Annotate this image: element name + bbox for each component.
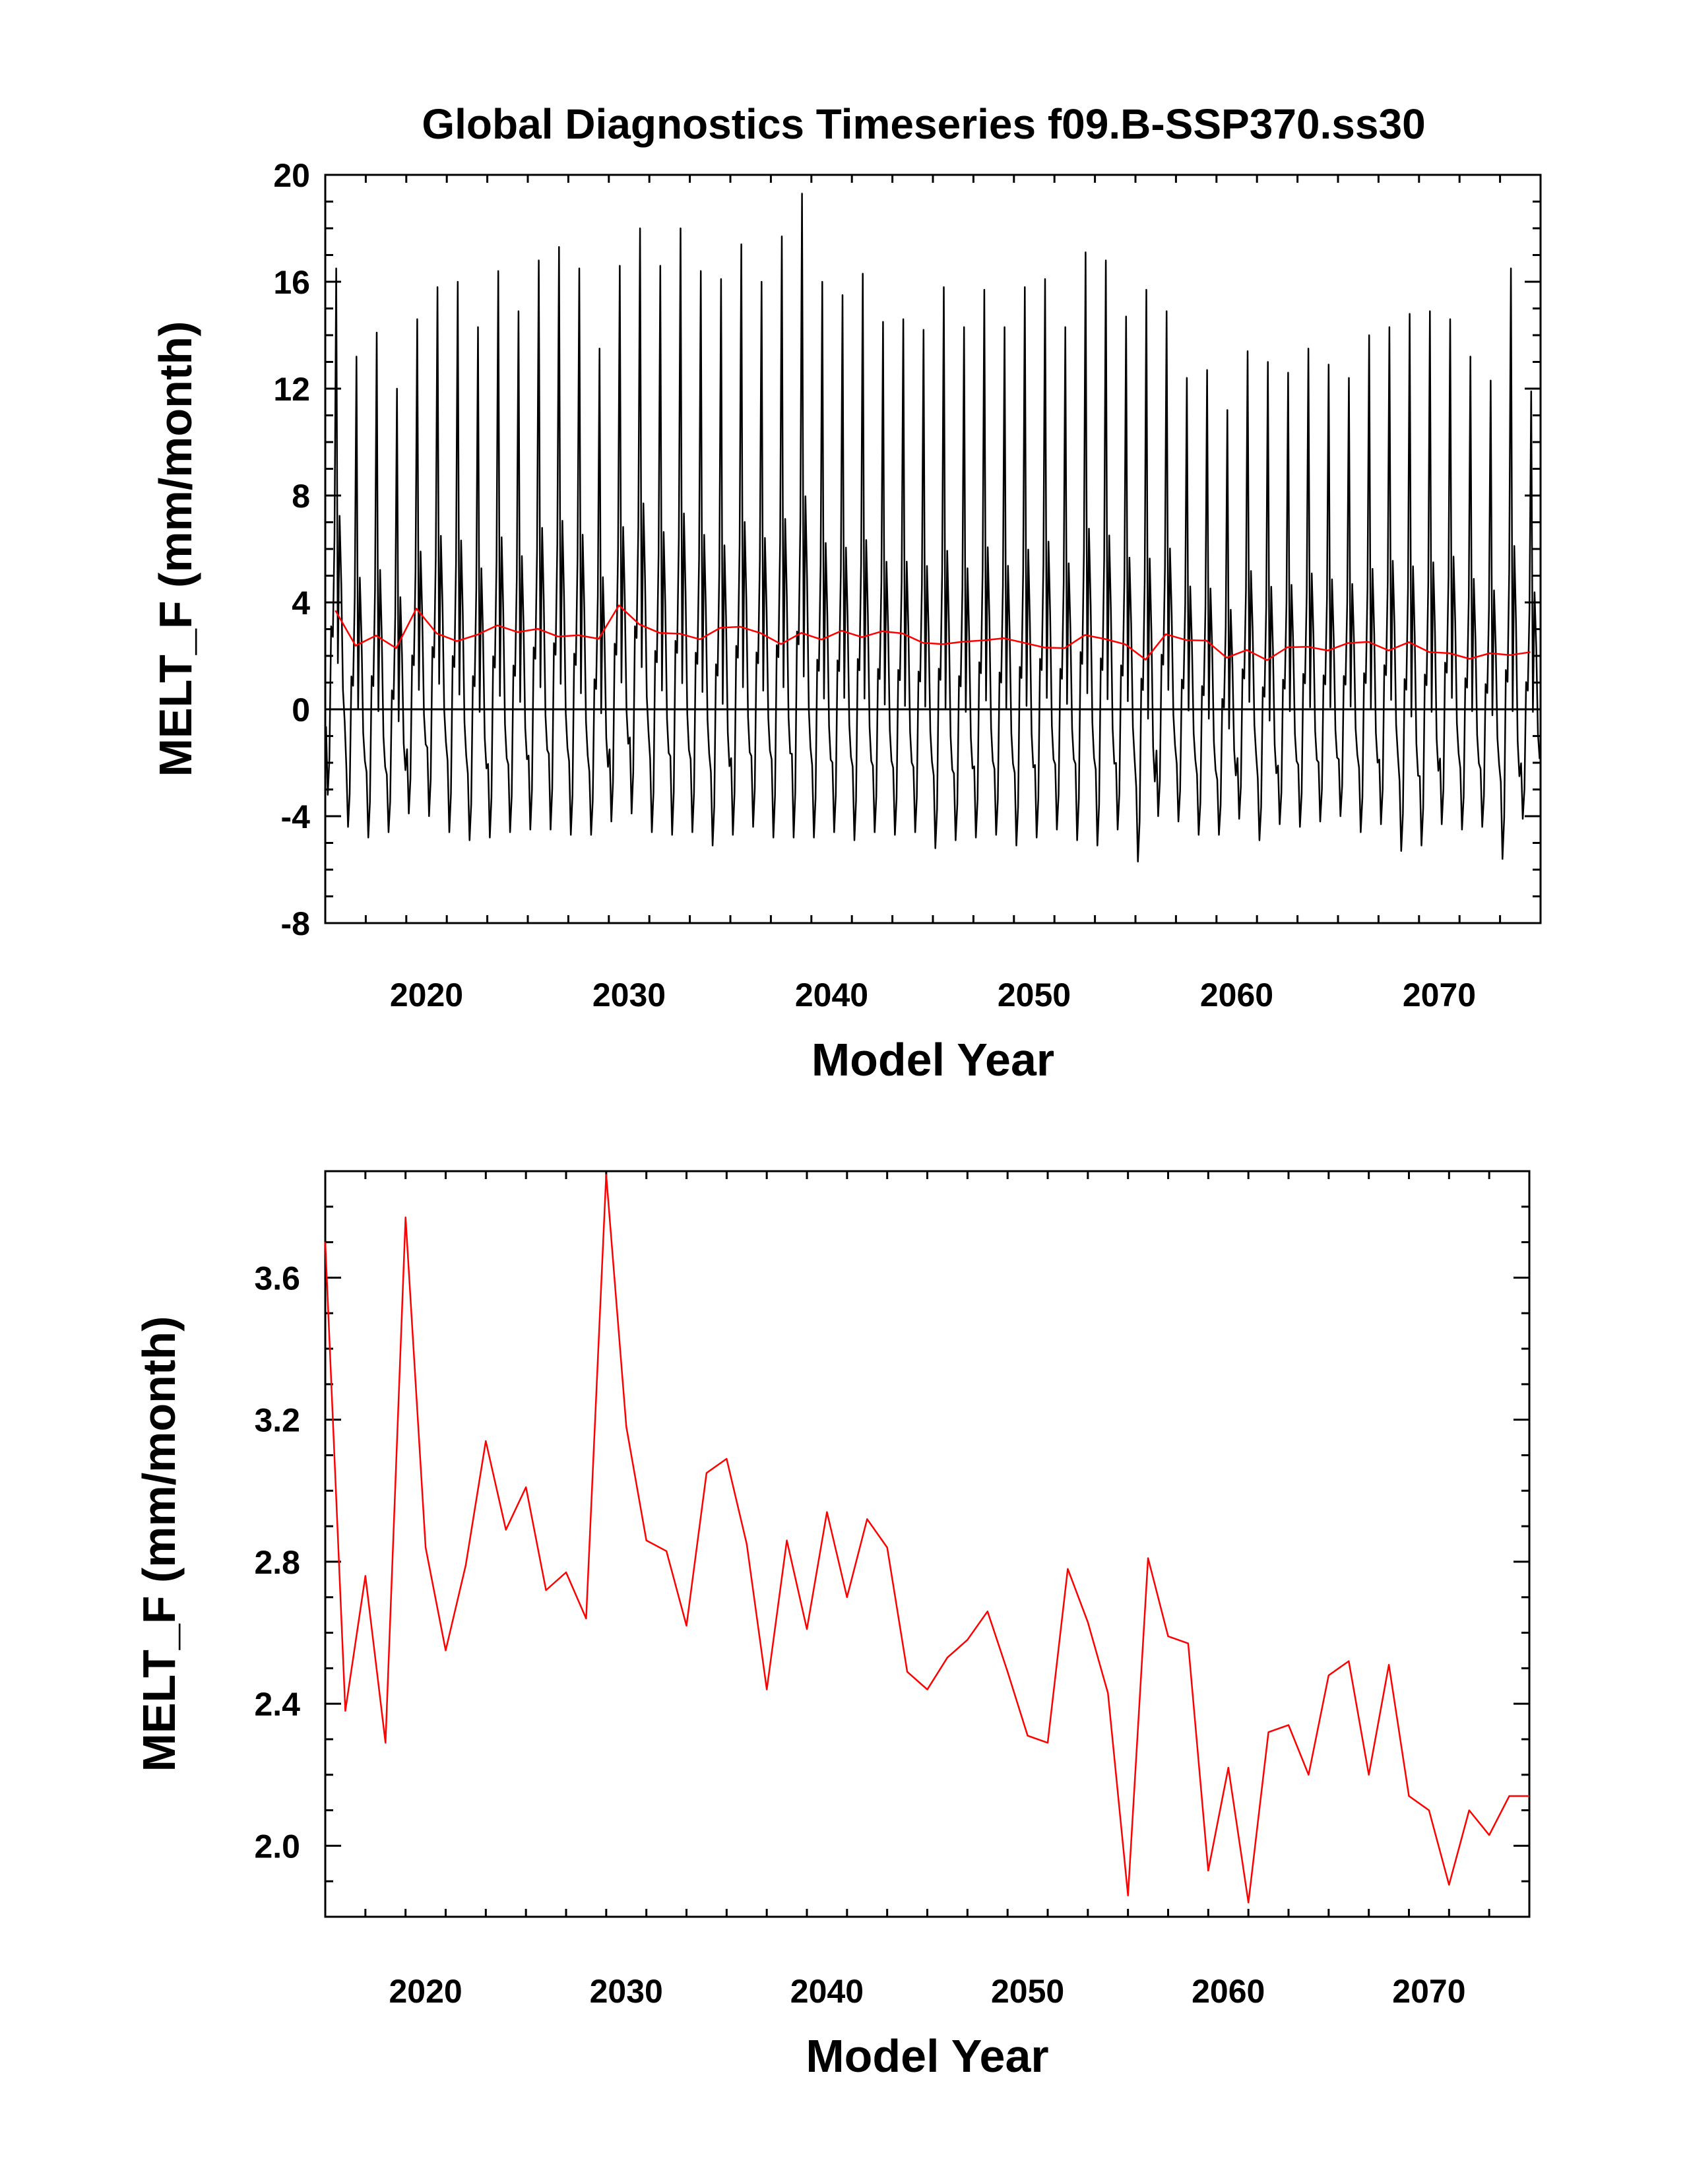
y-tick-label: 20 <box>273 157 310 194</box>
y-axis-title: MELT_F (mm/month) <box>133 1316 185 1772</box>
y-tick-label: 0 <box>292 691 310 728</box>
y-ticks <box>325 1170 1529 1918</box>
x-tick-label: 2040 <box>795 977 868 1013</box>
annual-mean-line <box>324 1174 1529 1904</box>
x-tick-label: 2070 <box>1403 977 1476 1013</box>
monthly-series-line <box>325 193 1541 863</box>
y-tick-label: 2.0 <box>254 1828 300 1865</box>
x-tick-label: 2040 <box>790 1973 864 2010</box>
chart-title: Global Diagnostics Timeseries f09.B-SSP3… <box>422 100 1425 148</box>
x-tick-label: 2070 <box>1392 1973 1465 2010</box>
y-tick-label: -8 <box>281 905 310 942</box>
y-tick-label: 2.8 <box>254 1544 300 1581</box>
x-axis-title: Model Year <box>812 1034 1054 1085</box>
y-axis-title: MELT_F (mm/month) <box>150 321 201 777</box>
x-tick-label: 2050 <box>991 1973 1064 2010</box>
x-ticks <box>324 175 1542 923</box>
x-tick-label: 2060 <box>1192 1973 1265 2010</box>
y-tick-label: 2.4 <box>254 1686 300 1723</box>
y-tick-label: -4 <box>281 798 311 835</box>
annual-mean-panel: 2020 2030 2040 2050 2060 2070 2.0 2.4 2.8 3.2 3.6 M… <box>133 1170 1531 2082</box>
x-tick-label: 2050 <box>998 977 1071 1013</box>
y-tick-label: 12 <box>273 371 310 408</box>
x-ticks <box>324 1171 1531 1917</box>
plot-frame <box>324 1170 1531 1918</box>
x-tick-label: 2060 <box>1200 977 1273 1013</box>
x-tick-label: 2030 <box>592 977 666 1013</box>
x-axis-title: Model Year <box>806 2030 1048 2082</box>
plot-frame <box>324 174 1542 924</box>
monthly-timeseries-panel: 2020 2030 2040 2050 2060 2070 -8 -4 0 4 8 12 16 20 Mod… <box>150 157 1542 1085</box>
y-tick-label: 4 <box>292 585 310 622</box>
x-tick-label: 2020 <box>390 977 463 1013</box>
y-tick-label: 3.6 <box>254 1260 300 1297</box>
x-tick-label: 2030 <box>590 1973 663 2010</box>
x-tick-label: 2020 <box>389 1973 462 2010</box>
y-tick-label: 16 <box>273 264 310 301</box>
y-ticks <box>325 174 1541 924</box>
annual-mean-line <box>335 604 1531 661</box>
y-tick-label: 8 <box>292 478 310 515</box>
y-tick-label: 3.2 <box>254 1402 300 1439</box>
